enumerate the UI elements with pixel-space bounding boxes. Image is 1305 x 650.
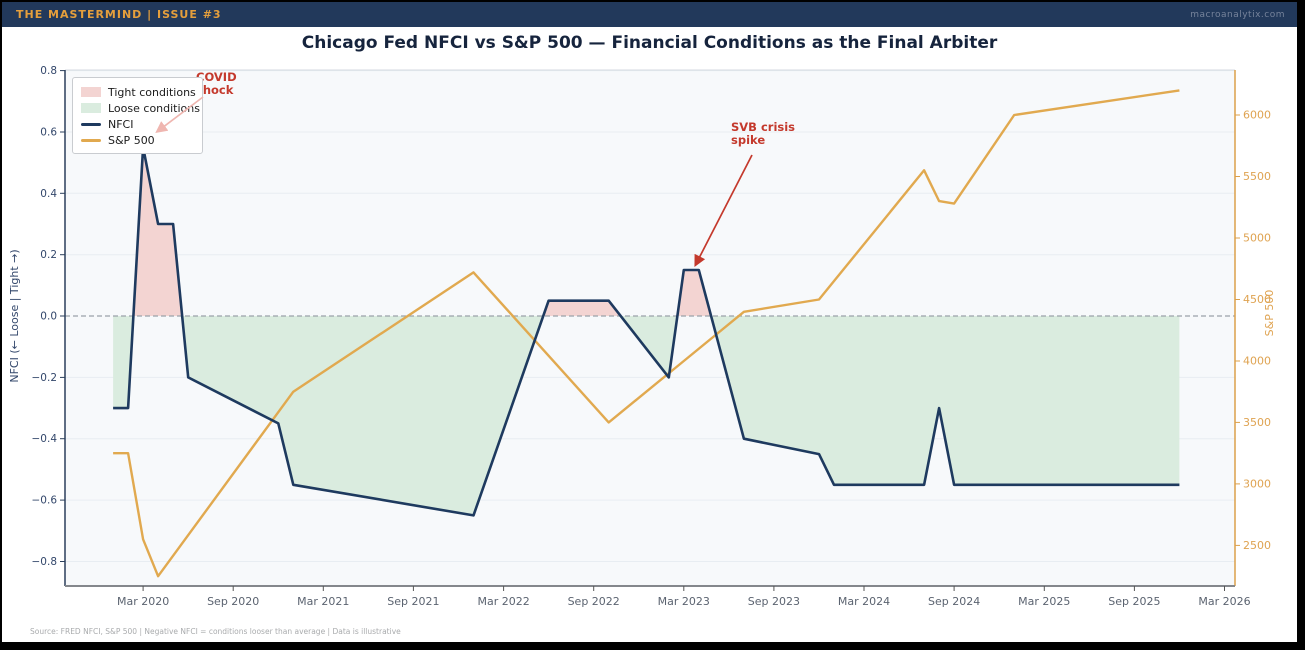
x-tick-label: Sep 2023 (748, 595, 800, 608)
legend-label: S&P 500 (108, 133, 155, 147)
x-tick-label: Sep 2021 (387, 595, 439, 608)
spx-line-swatch (81, 138, 101, 142)
right-tick-label: 5500 (1243, 170, 1271, 183)
x-tick-label: Sep 2024 (928, 595, 980, 608)
nfci-line-swatch (81, 122, 101, 126)
annotation-svb-line2: spike (731, 133, 766, 147)
right-tick-label: 3500 (1243, 416, 1271, 429)
brand-title: THE MASTERMIND | ISSUE #3 (16, 8, 222, 21)
chart-title: Chicago Fed NFCI vs S&P 500 — Financial … (301, 33, 998, 53)
left-tick-label: −0.8 (32, 556, 58, 568)
x-tick-label: Mar 2021 (297, 595, 349, 608)
left-tick-label: 0.0 (40, 311, 57, 323)
legend-item-tight: Tight conditions (81, 84, 196, 100)
x-tick-label: Mar 2020 (117, 595, 169, 608)
x-tick-label: Mar 2023 (658, 595, 710, 608)
legend-label: Loose conditions (108, 101, 200, 115)
issue-header-bar: THE MASTERMIND | ISSUE #3 macroanalytix.… (2, 2, 1297, 27)
right-tick-label: 5000 (1243, 232, 1271, 245)
right-tick-label: 4000 (1243, 355, 1271, 368)
x-tick-label: Mar 2025 (1018, 595, 1070, 608)
loose-conditions-fill (113, 316, 1180, 516)
left-tick-label: −0.4 (32, 433, 58, 445)
left-tick-label: 0.8 (40, 65, 57, 77)
annotation-svb: SVB crisis spike (731, 121, 795, 147)
left-tick-label: −0.6 (32, 495, 58, 507)
right-axis-title: S&P 500 (1263, 290, 1276, 337)
right-tick-label: 4500 (1243, 293, 1271, 306)
x-tick-label: Sep 2020 (207, 595, 259, 608)
source-note: Source: FRED NFCI, S&P 500 | Negative NF… (30, 627, 401, 636)
right-tick-label: 6000 (1243, 109, 1271, 122)
legend-label: Tight conditions (108, 85, 196, 99)
left-axis-title: NFCI (← Loose | Tight →) (8, 249, 21, 382)
x-tick-label: Mar 2026 (1198, 595, 1250, 608)
annotation-svb-line1: SVB crisis (731, 120, 796, 134)
x-tick-label: Mar 2024 (838, 595, 890, 608)
left-tick-label: 0.2 (40, 249, 57, 261)
x-tick-label: Sep 2025 (1108, 595, 1160, 608)
nfci-series-line (113, 146, 1180, 517)
left-tick-label: 0.6 (40, 127, 57, 139)
annotation-covid: COVID shock (196, 71, 237, 97)
annotation-covid-line2: shock (196, 83, 234, 97)
annotation-covid-line1: COVID (196, 70, 237, 84)
left-tick-label: 0.4 (40, 188, 57, 200)
legend-item-spx: S&P 500 (81, 132, 194, 148)
chart-legend: Tight conditions Loose conditions NFCI S… (72, 77, 203, 154)
x-tick-label: Mar 2022 (477, 595, 529, 608)
right-tick-label: 2500 (1243, 539, 1271, 552)
left-tick-label: −0.2 (32, 372, 58, 384)
right-tick-label: 3000 (1243, 477, 1271, 490)
loose-conditions-swatch (81, 103, 101, 113)
legend-label: NFCI (108, 117, 134, 131)
legend-item-nfci: NFCI (81, 116, 194, 132)
legend-item-loose: Loose conditions (81, 100, 200, 116)
spx-series-line (113, 89, 1180, 578)
x-tick-label: Sep 2022 (568, 595, 620, 608)
tight-conditions-swatch (81, 87, 101, 97)
site-url: macroanalytix.com (1190, 10, 1285, 20)
